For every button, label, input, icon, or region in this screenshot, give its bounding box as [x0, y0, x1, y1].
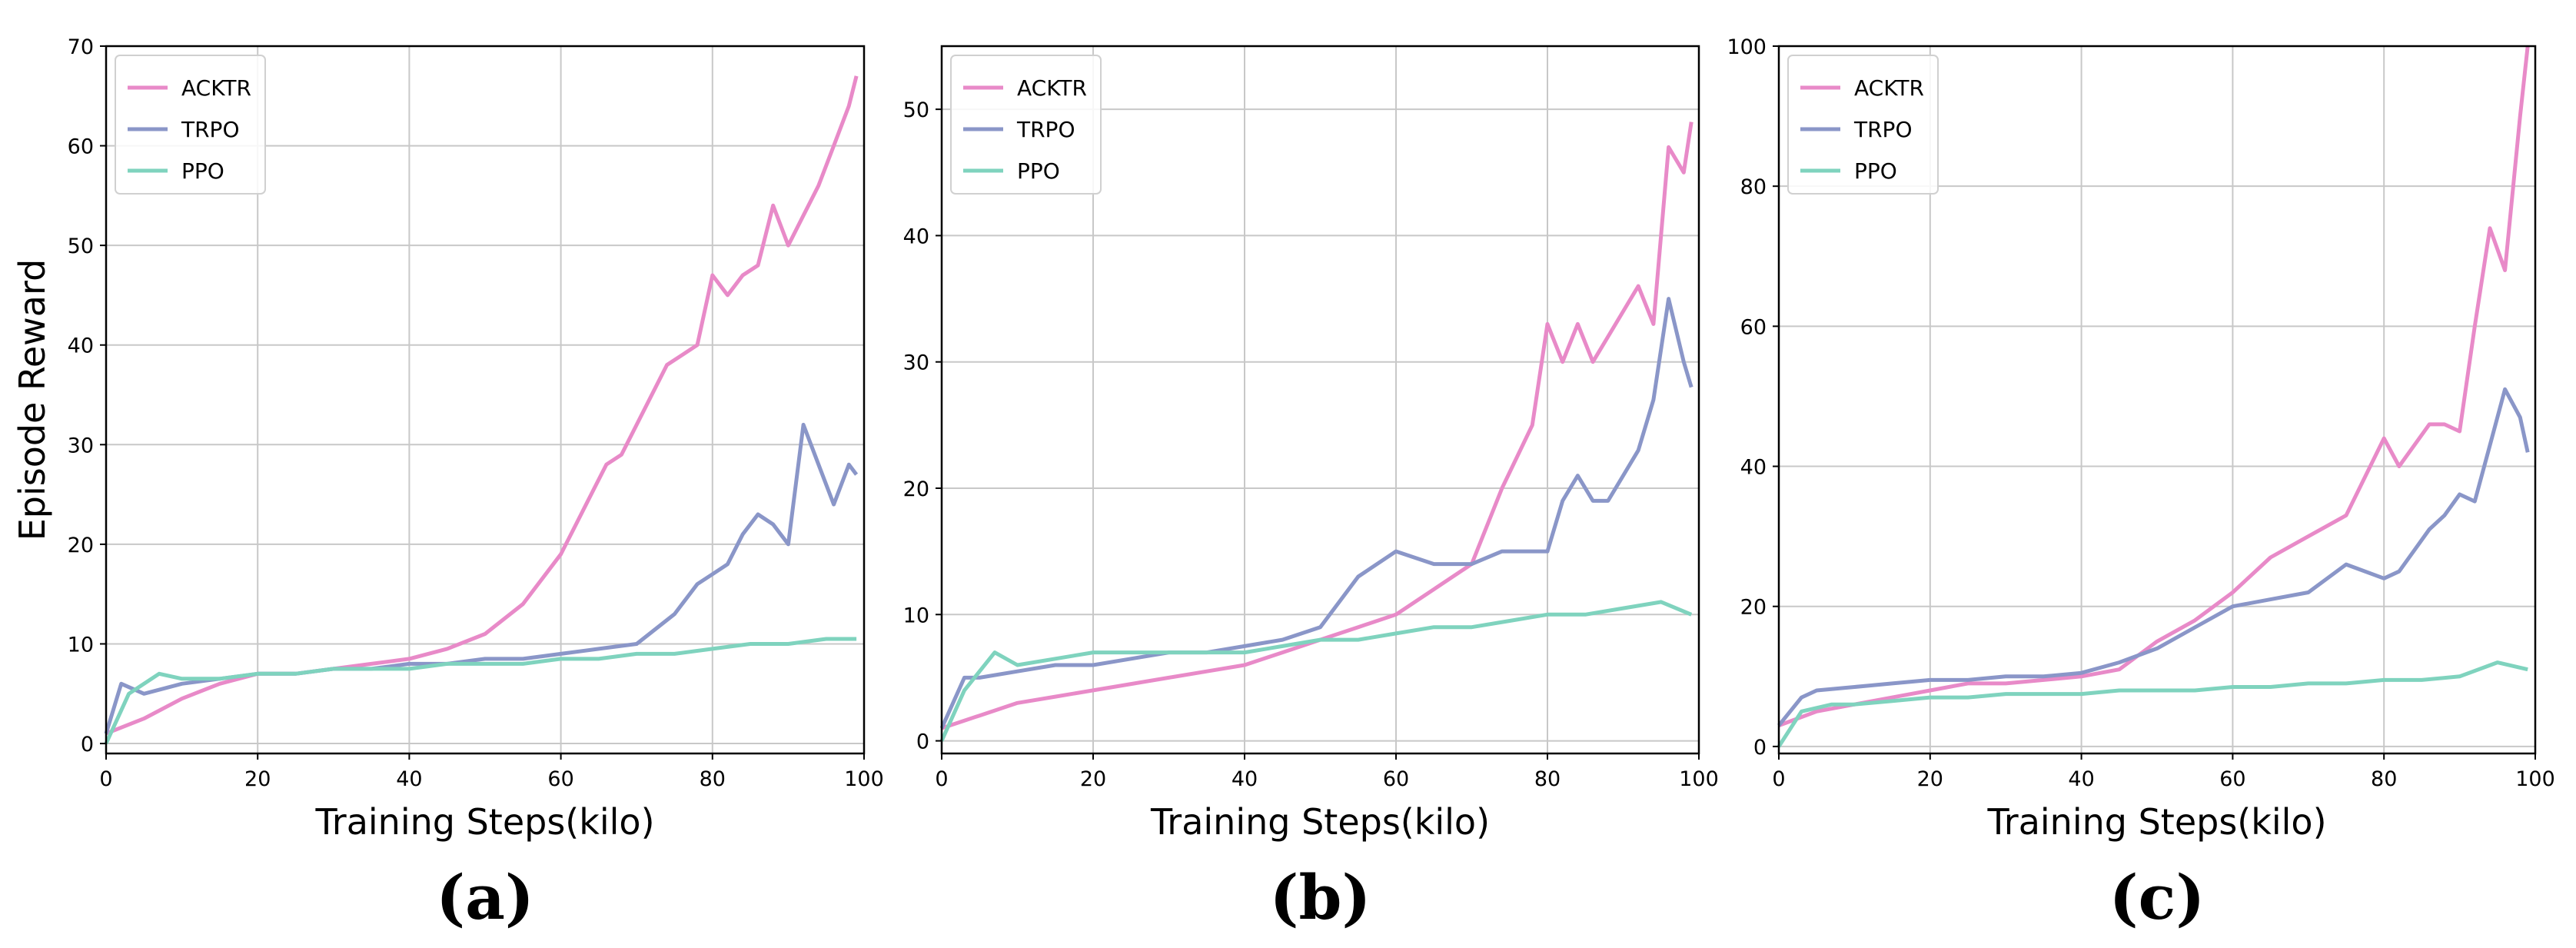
y-tick-label: 50 [903, 98, 929, 122]
panel-c: 0 20 40 60 80 100 0 20 40 60 80 100 Training Steps(k… [1727, 35, 2554, 933]
y-tick-label: 30 [68, 434, 94, 457]
legend-label-acktr: ACKTR [1017, 75, 1087, 101]
panel-caption: (c) [2109, 861, 2205, 933]
x-tick-label: 100 [844, 767, 884, 791]
y-tick-label: 50 [68, 235, 94, 258]
legend-box [115, 55, 266, 195]
y-tick-label: 20 [1740, 596, 1767, 620]
x-tick-label: 100 [2515, 767, 2555, 791]
x-tick-label: 20 [1080, 767, 1106, 791]
x-tick-label: 80 [700, 767, 726, 791]
x-tick-label: 40 [1231, 767, 1258, 791]
series-line-trpo [939, 297, 1694, 730]
x-tick-label: 20 [244, 767, 271, 791]
panel-caption: (b) [1270, 861, 1371, 933]
x-tick-label: 0 [99, 767, 112, 791]
y-tick-label: 60 [1740, 315, 1767, 339]
y-tick-label: 40 [68, 334, 94, 358]
y-tick-label: 10 [68, 633, 94, 657]
y-tick-label: 20 [903, 477, 929, 501]
legend-label-trpo: TRPO [1016, 117, 1075, 142]
y-tick-label: 60 [68, 135, 94, 159]
legend-label-ppo: PPO [1854, 158, 1897, 184]
legend-label-acktr: ACKTR [181, 75, 251, 101]
y-tick-label: 20 [68, 534, 94, 557]
series-line-ppo [104, 637, 857, 745]
x-tick-label: 80 [1534, 767, 1561, 791]
y-tick-label: 80 [1740, 175, 1767, 199]
x-axis-label: Training Steps(kilo) [1150, 801, 1490, 843]
y-tick-label: 70 [68, 35, 94, 59]
series-line-ppo [939, 600, 1693, 742]
y-tick-label: 30 [903, 351, 929, 375]
panel-a: 0 20 40 60 80 100 0 10 20 30 40 50 60 70 Training Step… [12, 35, 884, 933]
x-tick-label: 40 [396, 767, 422, 791]
x-tick-label: 20 [1917, 767, 1943, 791]
x-tick-label: 60 [547, 767, 573, 791]
legend-label-trpo: TRPO [181, 117, 239, 142]
legend-label-trpo: TRPO [1853, 117, 1912, 142]
panel-b: 0 20 40 60 80 100 0 10 20 30 40 50 Training Steps(ki… [903, 45, 1719, 933]
y-tick-label: 40 [903, 225, 929, 248]
legend-label-ppo: PPO [181, 158, 224, 184]
legend-box [950, 55, 1102, 195]
series-line-trpo [1777, 387, 2530, 727]
plot-frame [940, 45, 1700, 755]
series-line-trpo [104, 422, 859, 734]
y-tick-label: 100 [1727, 35, 1767, 59]
x-tick-label: 60 [1383, 767, 1409, 791]
y-tick-label: 0 [1753, 736, 1767, 760]
plot-frame [105, 45, 866, 755]
x-tick-label: 40 [2068, 767, 2094, 791]
legend-label-acktr: ACKTR [1854, 75, 1924, 101]
x-tick-label: 100 [1679, 767, 1719, 791]
y-tick-label: 40 [1740, 456, 1767, 480]
plot-frame [1777, 45, 2537, 755]
series-line-acktr [941, 121, 1694, 730]
series-line-acktr [1778, 45, 2530, 727]
panel-caption: (a) [436, 861, 534, 933]
x-tick-label: 0 [935, 767, 948, 791]
y-tick-label: 0 [916, 730, 929, 754]
series-line-ppo [1777, 660, 2528, 748]
y-tick-label: 10 [903, 604, 929, 627]
legend-box [1787, 55, 1939, 195]
legend-label-ppo: PPO [1017, 158, 1060, 184]
x-axis-label: Training Steps(kilo) [1986, 801, 2326, 843]
y-tick-label: 0 [81, 733, 94, 757]
x-axis-label: Training Steps(kilo) [314, 801, 654, 843]
y-axis-label: Episode Reward [12, 259, 53, 541]
x-tick-label: 80 [2371, 767, 2397, 791]
x-tick-label: 60 [2219, 767, 2245, 791]
x-tick-label: 0 [1772, 767, 1785, 791]
